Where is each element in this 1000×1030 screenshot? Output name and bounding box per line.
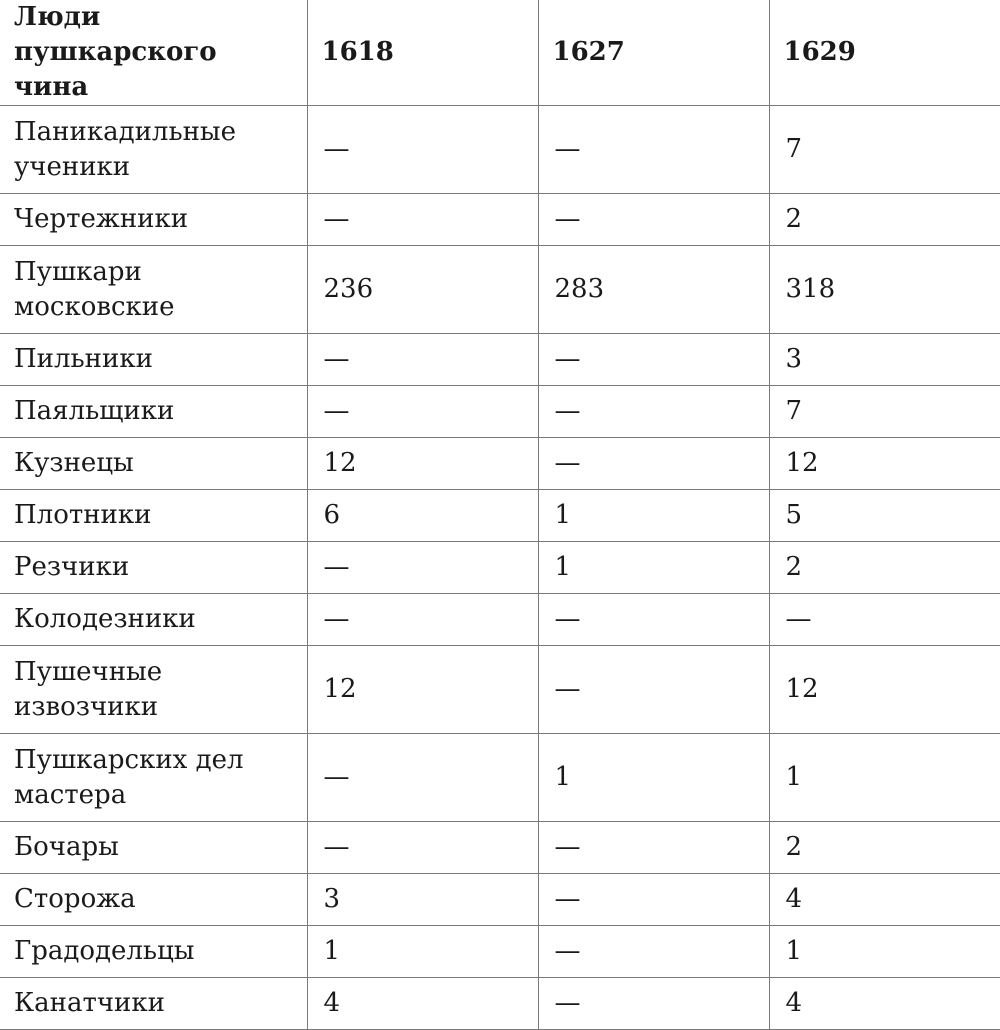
cell-1618: 1	[306, 925, 539, 978]
table-row: Колодезники — — —	[0, 593, 1000, 646]
cell-1618: 3	[306, 873, 539, 926]
cell-1618: —	[306, 821, 539, 874]
table-row: Пильники — — 3	[0, 333, 1000, 386]
cell-1627: —	[537, 193, 770, 246]
cell-1618: 12	[306, 645, 539, 734]
cell-1627: —	[537, 821, 770, 874]
table-row: Паникадильные ученики — — 7	[0, 105, 1000, 194]
cell-1627: 1	[537, 489, 770, 542]
cell-1618: —	[306, 333, 539, 386]
cell-1627: —	[537, 873, 770, 926]
column-header-1627: 1627	[537, 0, 770, 106]
cell-1618: —	[306, 385, 539, 438]
cell-1618: 236	[306, 245, 539, 334]
row-label: Пушечные извозчики	[0, 645, 308, 734]
cell-1629: 3	[768, 333, 1000, 386]
cell-1629: 1	[768, 733, 1000, 822]
cell-1627: 1	[537, 733, 770, 822]
row-label: Паяльщики	[0, 385, 308, 438]
cell-1618: 4	[306, 977, 539, 1030]
row-label: Сторожа	[0, 873, 308, 926]
cell-1629: 12	[768, 437, 1000, 490]
table-row: Пушкарских дел мастера — 1 1	[0, 733, 1000, 822]
cell-1618: 6	[306, 489, 539, 542]
cell-1618: 12	[306, 437, 539, 490]
table-row: Пушкари московские 236 283 318	[0, 245, 1000, 334]
cell-1629: 2	[768, 193, 1000, 246]
cell-1627: —	[537, 925, 770, 978]
column-header-category: Люди пушкарского чина	[0, 0, 308, 106]
cell-1629: 2	[768, 821, 1000, 874]
row-label: Пильники	[0, 333, 308, 386]
column-header-1618: 1618	[306, 0, 539, 106]
cell-1627: —	[537, 437, 770, 490]
cell-1618: —	[306, 193, 539, 246]
row-label: Паникадильные ученики	[0, 105, 308, 194]
cell-1618: —	[306, 105, 539, 194]
row-label: Резчики	[0, 541, 308, 594]
cell-1629: 5	[768, 489, 1000, 542]
table-row: Сторожа 3 — 4	[0, 873, 1000, 926]
column-header-1629: 1629	[768, 0, 1000, 106]
cell-1629: —	[768, 593, 1000, 646]
table-row: Резчики — 1 2	[0, 541, 1000, 594]
cell-1627: —	[537, 333, 770, 386]
cell-1618: —	[306, 733, 539, 822]
cell-1629: 2	[768, 541, 1000, 594]
cell-1629: 12	[768, 645, 1000, 734]
table-row: Плотники 6 1 5	[0, 489, 1000, 542]
cell-1618: —	[306, 593, 539, 646]
cell-1629: 7	[768, 385, 1000, 438]
table-header-row: Люди пушкарского чина 1618 1627 1629	[0, 0, 1000, 106]
row-label: Пушкарских дел мастера	[0, 733, 308, 822]
table-row: Пушечные извозчики 12 — 12	[0, 645, 1000, 734]
cell-1618: —	[306, 541, 539, 594]
table-row: Бочары — — 2	[0, 821, 1000, 874]
cell-1627: —	[537, 105, 770, 194]
cell-1629: 7	[768, 105, 1000, 194]
row-label: Чертежники	[0, 193, 308, 246]
cell-1629: 4	[768, 873, 1000, 926]
cell-1629: 318	[768, 245, 1000, 334]
table-row: Градодельцы 1 — 1	[0, 925, 1000, 978]
table-row: Кузнецы 12 — 12	[0, 437, 1000, 490]
row-label: Кузнецы	[0, 437, 308, 490]
row-label: Градодельцы	[0, 925, 308, 978]
row-label: Колодезники	[0, 593, 308, 646]
cell-1627: —	[537, 645, 770, 734]
table-row: Паяльщики — — 7	[0, 385, 1000, 438]
row-label: Плотники	[0, 489, 308, 542]
table-row: Чертежники — — 2	[0, 193, 1000, 246]
cell-1627: —	[537, 385, 770, 438]
row-label: Канатчики	[0, 977, 308, 1030]
cell-1627: 283	[537, 245, 770, 334]
cell-1627: 1	[537, 541, 770, 594]
cell-1629: 4	[768, 977, 1000, 1030]
row-label: Пушкари московские	[0, 245, 308, 334]
cell-1627: —	[537, 593, 770, 646]
table-row: Канатчики 4 — 4	[0, 977, 1000, 1030]
row-label: Бочары	[0, 821, 308, 874]
cell-1627: —	[537, 977, 770, 1030]
cell-1629: 1	[768, 925, 1000, 978]
